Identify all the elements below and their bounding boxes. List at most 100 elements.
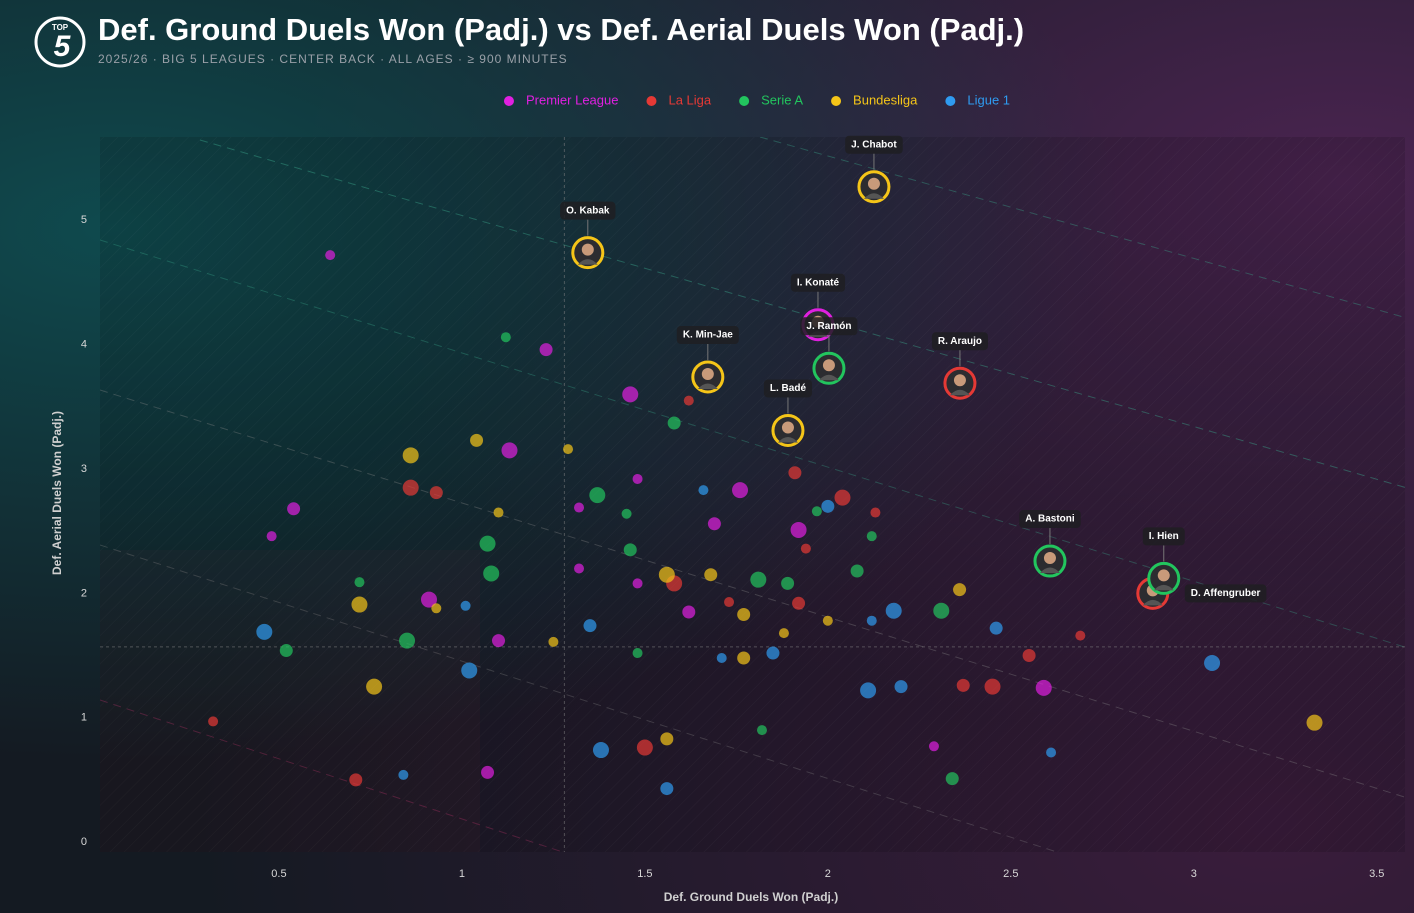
player-label-bg	[790, 273, 846, 292]
player-head	[781, 421, 794, 434]
data-point	[945, 772, 959, 786]
y-tick-label: 5	[81, 214, 87, 226]
data-point	[756, 725, 767, 736]
data-point	[460, 600, 471, 611]
data-point	[834, 489, 851, 506]
data-point	[1046, 747, 1057, 758]
player-label-bg	[676, 325, 739, 344]
data-point	[928, 741, 939, 752]
player-label-bg	[763, 379, 813, 398]
chart-subtitle: 2025/26 · BIG 5 LEAGUES · CENTER BACK · …	[98, 52, 568, 66]
data-point	[325, 250, 336, 261]
player-shoulders	[1142, 599, 1163, 606]
data-point	[349, 773, 363, 787]
legend: Premier League La Liga Serie A Bundesliga Li…	[503, 92, 1010, 107]
data-point	[850, 564, 864, 578]
player-label-bg	[931, 332, 988, 351]
data-point	[716, 653, 727, 664]
data-point	[989, 621, 1003, 635]
data-point	[402, 479, 419, 496]
player-label-bg	[560, 201, 616, 220]
data-point	[287, 502, 301, 516]
data-point	[583, 619, 597, 633]
data-point	[800, 543, 811, 554]
data-point	[953, 583, 967, 597]
data-point	[632, 648, 643, 659]
y-axis-label: Def. Aerial Duels Won (Padj.)	[50, 411, 64, 575]
logo-ring	[34, 16, 86, 68]
legend-label: Ligue 1	[967, 92, 1010, 107]
data-point	[1022, 649, 1036, 663]
player-label: O. Kabak	[566, 205, 610, 216]
player-label: L. Badé	[770, 383, 807, 394]
logo-top: TOP	[52, 23, 69, 32]
data-point	[1075, 630, 1086, 641]
data-point	[632, 473, 643, 484]
guide	[100, 389, 1405, 798]
data-point	[279, 644, 293, 658]
player-label-bg	[845, 135, 903, 154]
data-point	[822, 615, 833, 626]
data-point	[493, 507, 504, 518]
data-point	[660, 732, 674, 746]
data-point	[420, 591, 437, 608]
y-tick-label: 1	[81, 712, 87, 724]
y-tick-label: 4	[81, 339, 87, 351]
player-label: R. Araujo	[938, 336, 982, 347]
legend-marker	[503, 96, 514, 106]
data-point	[788, 466, 802, 480]
player-head	[1043, 552, 1056, 565]
data-point	[860, 682, 877, 699]
data-point	[351, 596, 368, 613]
data-point	[461, 662, 478, 679]
data-point	[750, 571, 767, 588]
x-tick-label: 0.5	[271, 868, 286, 880]
data-point	[885, 602, 902, 619]
data-point	[792, 596, 806, 610]
player-shoulders	[577, 259, 598, 265]
data-point	[632, 578, 643, 589]
player-shoulders	[697, 383, 718, 389]
player-label: K. Min-Jae	[683, 330, 733, 341]
player-label: A. Bastoni	[1025, 514, 1075, 525]
player-label-bg	[1142, 527, 1185, 546]
legend-marker	[831, 96, 842, 106]
player-shoulders	[863, 193, 884, 199]
data-point	[470, 433, 484, 447]
player-label-bg	[800, 317, 858, 336]
guide	[100, 239, 1405, 648]
data-point	[781, 576, 795, 590]
data-point	[821, 499, 835, 513]
x-tick-label: 1.5	[637, 868, 652, 880]
legend-label: Serie A	[761, 92, 803, 107]
data-point	[429, 486, 443, 500]
data-point	[256, 623, 273, 640]
player-label: J. Ramón	[806, 321, 851, 332]
data-point	[548, 636, 559, 647]
data-point	[933, 602, 950, 619]
player-shoulders	[949, 389, 970, 396]
x-tick-label: 2.5	[1003, 868, 1018, 880]
data-point	[866, 531, 877, 542]
player-label: I. Hien	[1149, 531, 1179, 542]
data-point	[737, 607, 751, 621]
data-point	[866, 615, 877, 626]
data-point	[431, 603, 442, 614]
data-point	[984, 678, 1001, 695]
x-tick-label: 1	[459, 868, 465, 880]
data-point	[778, 628, 789, 639]
data-point	[766, 646, 780, 660]
player-label-bg	[1184, 584, 1267, 603]
plot-texture	[100, 137, 1405, 852]
y-tick-label: 3	[81, 463, 87, 475]
data-point	[481, 765, 495, 779]
x-tick-label: 3.5	[1369, 868, 1384, 880]
legend-marker	[945, 96, 956, 106]
data-point	[724, 597, 735, 608]
data-point	[574, 502, 585, 513]
player-head	[1157, 569, 1170, 582]
data-point	[483, 565, 500, 582]
player-label: J. Chabot	[851, 139, 897, 150]
data-point	[589, 487, 606, 504]
data-point	[501, 442, 518, 459]
